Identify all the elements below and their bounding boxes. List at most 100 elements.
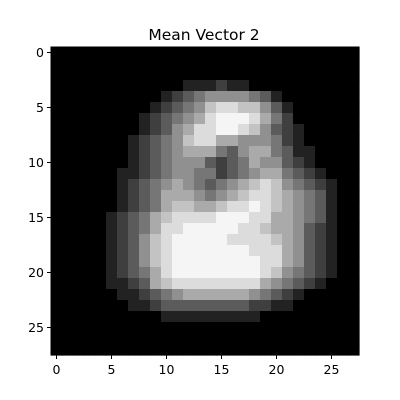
heatmap-cell — [326, 102, 338, 114]
heatmap-cell — [238, 124, 250, 136]
heatmap-cell — [194, 91, 206, 103]
heatmap-cell — [183, 212, 195, 224]
chart-title: Mean Vector 2 — [148, 26, 259, 44]
heatmap-cell — [315, 333, 327, 345]
heatmap-cell — [304, 58, 316, 70]
heatmap-cell — [161, 179, 173, 191]
heatmap-cell — [161, 157, 173, 169]
heatmap-cell — [315, 245, 327, 257]
heatmap-cell — [304, 322, 316, 334]
heatmap-cell — [95, 201, 107, 213]
heatmap-cell — [293, 333, 305, 345]
heatmap-cell — [51, 135, 63, 147]
heatmap-cell — [227, 168, 239, 180]
heatmap-cell — [337, 80, 349, 92]
heatmap-cell — [260, 80, 272, 92]
heatmap-cell — [337, 256, 349, 268]
heatmap-cell — [139, 256, 151, 268]
heatmap-cell — [293, 190, 305, 202]
heatmap-cell — [62, 234, 74, 246]
heatmap-cell — [249, 201, 261, 213]
heatmap-cell — [51, 322, 63, 334]
heatmap-cell — [348, 234, 360, 246]
heatmap-cell — [73, 102, 85, 114]
heatmap-cell — [95, 256, 107, 268]
heatmap-cell — [95, 289, 107, 301]
heatmap-cell — [194, 245, 206, 257]
heatmap-cell — [337, 69, 349, 81]
heatmap-cell — [315, 201, 327, 213]
heatmap-cell — [271, 91, 283, 103]
heatmap-cell — [249, 267, 261, 279]
heatmap-cell — [216, 91, 228, 103]
heatmap-cell — [271, 256, 283, 268]
heatmap-cell — [161, 300, 173, 312]
y-tick-label: 20 — [28, 265, 44, 280]
heatmap-cell — [172, 58, 184, 70]
heatmap-cell — [84, 289, 96, 301]
heatmap-cell — [249, 278, 261, 290]
heatmap-cell — [238, 201, 250, 213]
heatmap-cell — [183, 135, 195, 147]
heatmap-cell — [117, 146, 129, 158]
heatmap-cell — [293, 245, 305, 257]
heatmap-cell — [205, 311, 217, 323]
heatmap-cell — [139, 168, 151, 180]
heatmap-cell — [150, 113, 162, 125]
heatmap-cell — [315, 146, 327, 158]
x-tick-label: 5 — [108, 362, 116, 377]
heatmap-cell — [161, 168, 173, 180]
heatmap-cell — [315, 212, 327, 224]
heatmap-cell — [128, 267, 140, 279]
heatmap-cell — [304, 135, 316, 147]
heatmap-cell — [139, 344, 151, 356]
heatmap-cell — [73, 278, 85, 290]
heatmap-cell — [161, 80, 173, 92]
heatmap-cell — [161, 311, 173, 323]
heatmap-cell — [73, 234, 85, 246]
heatmap-cell — [150, 267, 162, 279]
heatmap-cell — [73, 124, 85, 136]
heatmap-cell — [304, 278, 316, 290]
heatmap-cell — [150, 256, 162, 268]
heatmap-cell — [95, 322, 107, 334]
heatmap-cell — [128, 146, 140, 158]
heatmap-cell — [172, 289, 184, 301]
heatmap-cell — [194, 311, 206, 323]
heatmap-cell — [128, 190, 140, 202]
heatmap-cell — [337, 157, 349, 169]
heatmap-cell — [238, 168, 250, 180]
heatmap-cell — [62, 135, 74, 147]
heatmap-cell — [62, 80, 74, 92]
heatmap-cell — [326, 201, 338, 213]
heatmap-cell — [348, 212, 360, 224]
heatmap-cell — [84, 212, 96, 224]
heatmap-cell — [95, 311, 107, 323]
heatmap-cell — [183, 201, 195, 213]
heatmap-cell — [249, 179, 261, 191]
heatmap-cell — [194, 300, 206, 312]
heatmap-cell — [304, 223, 316, 235]
heatmap-cell — [194, 333, 206, 345]
heatmap-cell — [139, 333, 151, 345]
heatmap-cell — [304, 245, 316, 257]
heatmap-cell — [128, 223, 140, 235]
heatmap-cell — [348, 124, 360, 136]
y-tick-label: 0 — [36, 45, 44, 60]
heatmap-cell — [51, 80, 63, 92]
heatmap-cell — [271, 80, 283, 92]
heatmap-cell — [128, 201, 140, 213]
heatmap-cell — [205, 80, 217, 92]
heatmap-cell — [293, 311, 305, 323]
heatmap-cell — [348, 146, 360, 158]
heatmap-cell — [348, 190, 360, 202]
heatmap-cell — [304, 168, 316, 180]
heatmap-cell — [139, 245, 151, 257]
heatmap-cell — [73, 157, 85, 169]
heatmap-cell — [84, 80, 96, 92]
heatmap-cell — [271, 157, 283, 169]
x-tick-label: 20 — [269, 362, 285, 377]
heatmap-cell — [205, 102, 217, 114]
heatmap-cell — [205, 135, 217, 147]
heatmap-cell — [304, 80, 316, 92]
